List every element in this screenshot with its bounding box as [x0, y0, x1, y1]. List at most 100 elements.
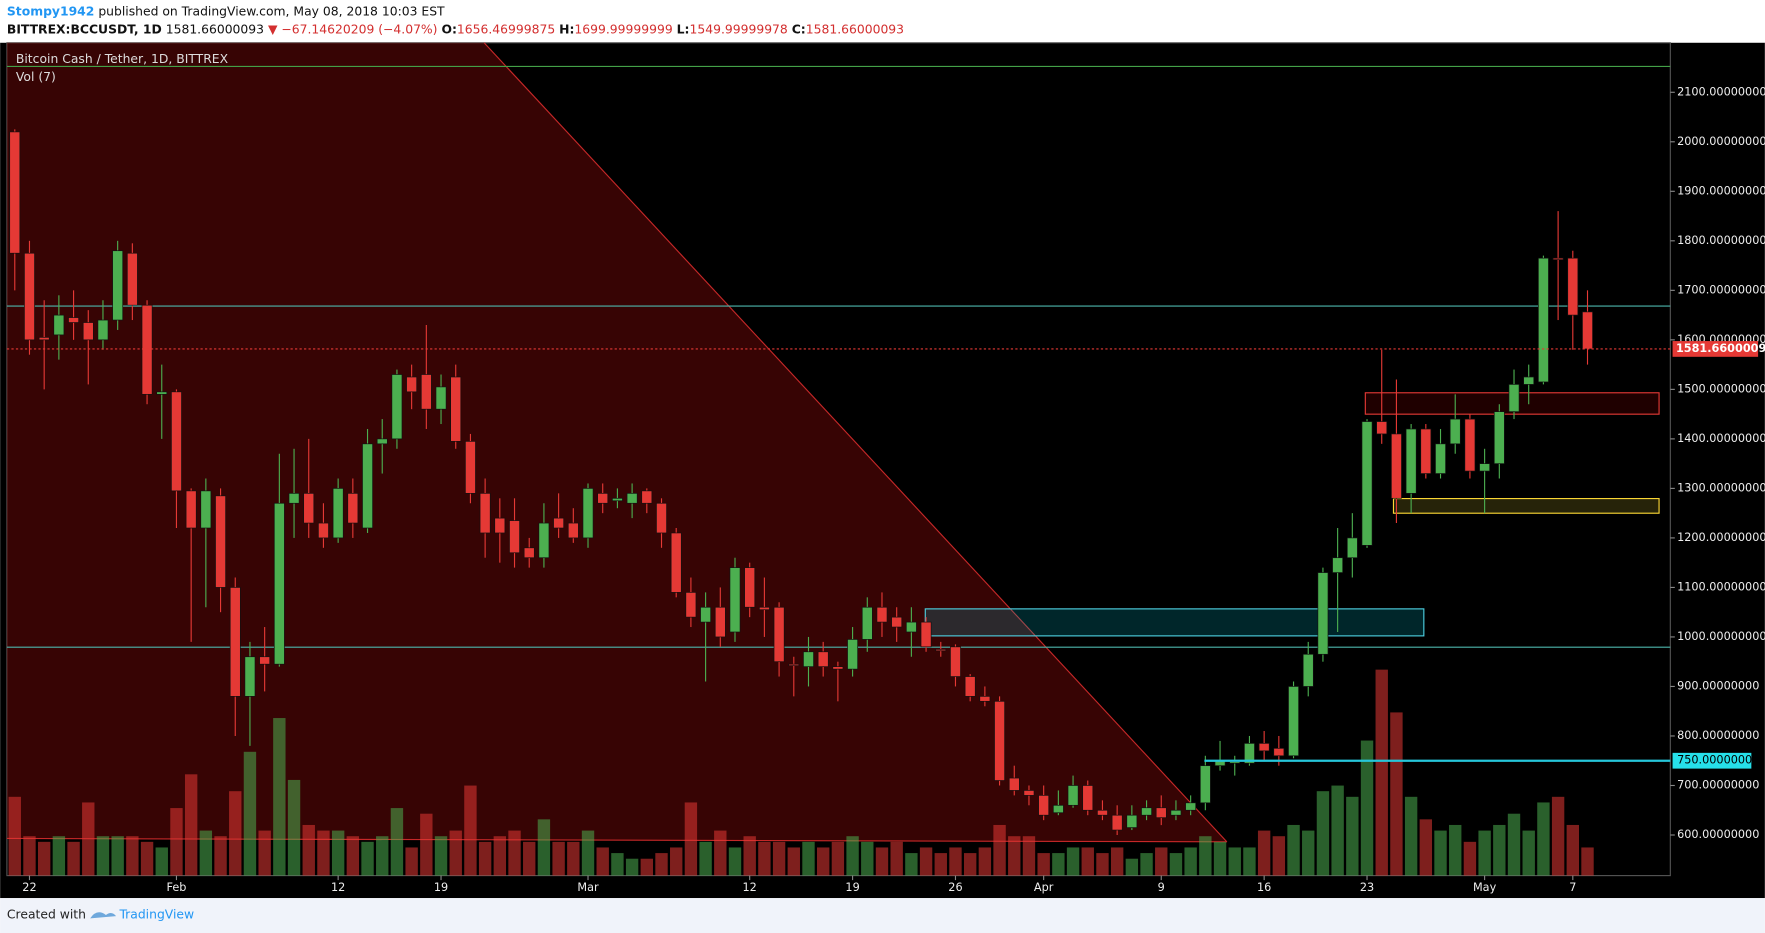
volume-bar: [258, 830, 271, 876]
volume-bar: [714, 830, 727, 876]
zone-box: [1392, 498, 1660, 514]
volume-bar: [140, 841, 154, 876]
volume-bar: [1052, 853, 1065, 876]
candle-body: [1023, 790, 1035, 796]
volume-bar: [1199, 836, 1212, 876]
y-tick-label: 2000.00000000: [1677, 135, 1765, 148]
candle-body: [376, 438, 388, 445]
candle-body: [1538, 257, 1549, 383]
volume-bar: [1257, 830, 1271, 876]
candle-body: [817, 651, 829, 667]
candle-body: [612, 497, 623, 502]
candle-body: [362, 443, 373, 529]
volume-bar: [861, 841, 874, 876]
volume-bar: [111, 836, 124, 876]
candle-body: [729, 567, 741, 633]
volume-bar: [1581, 847, 1594, 876]
zone-box: [924, 608, 1425, 637]
volume-bar: [273, 718, 286, 876]
candle-body: [347, 493, 359, 524]
candle-body: [244, 656, 256, 697]
volume-bar: [1404, 796, 1418, 876]
candle-body: [332, 488, 344, 539]
volume-bar: [229, 791, 242, 876]
volume-bar: [625, 858, 639, 876]
candle-body: [1332, 557, 1344, 573]
volume-bar: [361, 841, 374, 876]
candle-body: [435, 386, 447, 410]
candle-body: [964, 676, 976, 697]
candle-body: [935, 648, 947, 652]
candle-body: [126, 252, 138, 306]
volume-bar: [552, 841, 565, 876]
candle-body: [1258, 743, 1270, 752]
volume-bar: [8, 796, 21, 876]
ohlc-key: L:: [677, 22, 690, 36]
candle-body: [1008, 777, 1020, 791]
candle-body: [1273, 748, 1285, 757]
candle-body: [391, 374, 403, 440]
level-label-box: [1672, 752, 1752, 769]
candle-body: [861, 606, 873, 640]
volume-bar: [1287, 824, 1300, 876]
volume-bar: [978, 847, 992, 876]
candle-body: [994, 700, 1005, 781]
candle-body: [641, 490, 653, 504]
candle-body: [1038, 795, 1050, 816]
volume-bar: [611, 853, 624, 876]
y-tick-label: 700.00000000: [1677, 778, 1759, 791]
axis-layer: 600.00000000 700.00000000 800.00000000 900.…: [6, 85, 1765, 894]
y-tick-label: 1500.00000000: [1677, 382, 1765, 395]
last-price-box: [1672, 341, 1759, 357]
volume-bar: [1390, 712, 1403, 876]
candle-body: [1361, 421, 1373, 546]
candle-body: [1346, 537, 1358, 559]
candle-body: [670, 532, 682, 593]
volume-bar: [199, 830, 213, 876]
volume-bar: [684, 802, 698, 876]
y-tick-label: 2100.00000000: [1677, 85, 1765, 98]
candle-body: [1155, 807, 1167, 819]
volume-bar: [831, 841, 845, 876]
candle-body: [420, 374, 432, 410]
volume-bar: [243, 751, 257, 876]
volume-bar: [567, 841, 580, 876]
volume-bar: [449, 830, 462, 876]
candle-body: [538, 522, 550, 559]
footer-brand[interactable]: TradingView: [118, 907, 194, 921]
candle-body: [1082, 785, 1094, 811]
candle-body: [920, 621, 932, 648]
volume-bar: [1008, 836, 1021, 876]
candle-body: [744, 567, 756, 608]
x-tick-label: 22: [22, 881, 36, 894]
candle-body: [758, 606, 770, 611]
volume-bar: [655, 853, 668, 876]
candle-body: [1170, 809, 1182, 816]
y-tick-label: 1000.00000000: [1677, 630, 1765, 643]
footer-text: Created with: [7, 907, 86, 921]
candle-body: [1126, 814, 1138, 828]
published: published on TradingView.com, May 08, 20…: [98, 4, 445, 18]
volume-bar: [214, 836, 227, 876]
candle-body: [171, 391, 182, 492]
x-tick-label: 16: [1257, 881, 1271, 894]
volume-bar: [126, 836, 139, 876]
volume-bar: [699, 841, 712, 876]
candle-body: [141, 304, 153, 395]
x-tick-label: Mar: [577, 881, 599, 894]
candle-body: [1141, 807, 1152, 816]
candle-body: [156, 391, 168, 395]
x-tick-label: 9: [1158, 881, 1165, 894]
author[interactable]: Stompy1942: [7, 4, 94, 18]
candle-body: [185, 490, 197, 529]
candle-body: [1405, 428, 1417, 494]
volume-bar: [1346, 796, 1359, 876]
candle-body: [788, 663, 800, 666]
candle-body: [847, 639, 858, 670]
y-tick-label: 1700.00000000: [1677, 283, 1765, 296]
last-price: 1581.66000093: [166, 22, 264, 36]
volume-bar: [934, 853, 947, 876]
candle-body: [68, 317, 79, 323]
y-tick-label: 1800.00000000: [1677, 234, 1765, 247]
volume-bar: [37, 841, 51, 876]
